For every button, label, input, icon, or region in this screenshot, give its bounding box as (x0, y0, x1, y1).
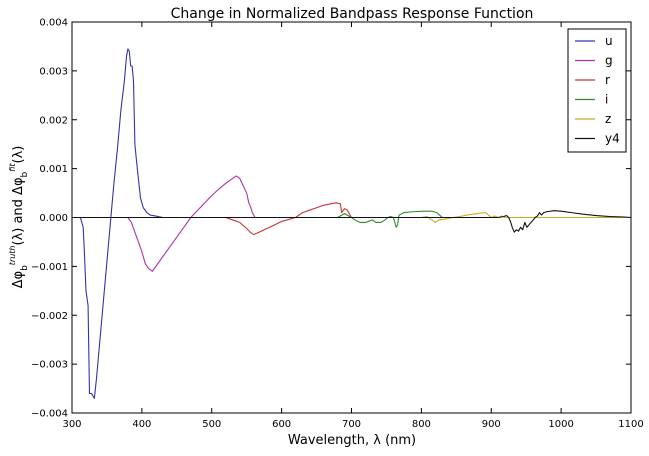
y-tick-label: 0.000 (39, 213, 68, 224)
y-tick-label: 0.001 (39, 164, 68, 175)
y-axis-label: Δφbtruth(λ) and Δφbfit(λ) (8, 146, 30, 289)
ticks: 300 400 500 600 700 800 900 1000 1100 −0.004 −0.00… (31, 18, 644, 431)
x-axis-label: Wavelength, λ (nm) (288, 433, 416, 448)
series-line-r (72, 202, 380, 236)
x-tick-label: 1100 (618, 419, 643, 430)
y-tick-label: 0.003 (39, 66, 68, 77)
series-line-z (72, 212, 631, 223)
y-tick-label: 0.002 (39, 115, 68, 126)
svg-text:Δφbtruth(λ) and Δφbfit(λ): Δφbtruth(λ) and Δφbfit(λ) (8, 146, 30, 289)
y-tick-label: −0.001 (31, 262, 68, 273)
y-tick-label: 0.004 (39, 18, 68, 29)
legend-label: z (605, 112, 611, 126)
legend-label: g (605, 54, 613, 68)
y-tick-label: −0.003 (31, 360, 68, 371)
series-line-u (72, 48, 184, 399)
chart-title: Change in Normalized Bandpass Response F… (171, 6, 534, 22)
legend-box (567, 28, 627, 153)
x-tick-label: 300 (62, 419, 81, 430)
x-tick-label: 700 (342, 419, 361, 430)
y-tick-label: −0.002 (31, 311, 68, 322)
x-tick-label: 600 (272, 419, 291, 430)
x-tick-label: 400 (132, 419, 151, 430)
y-tick-label: −0.004 (31, 409, 68, 420)
x-tick-label: 500 (202, 419, 221, 430)
legend-label: i (605, 93, 608, 107)
legend-label: y4 (605, 132, 620, 146)
legend-label: r (605, 73, 610, 87)
series-line-y4 (72, 210, 631, 233)
series-line-g (72, 175, 282, 272)
x-tick-label: 800 (412, 419, 431, 430)
series-layer (72, 48, 631, 399)
x-tick-label: 1000 (548, 419, 573, 430)
legend-label: u (605, 34, 613, 48)
x-tick-label: 900 (482, 419, 501, 430)
